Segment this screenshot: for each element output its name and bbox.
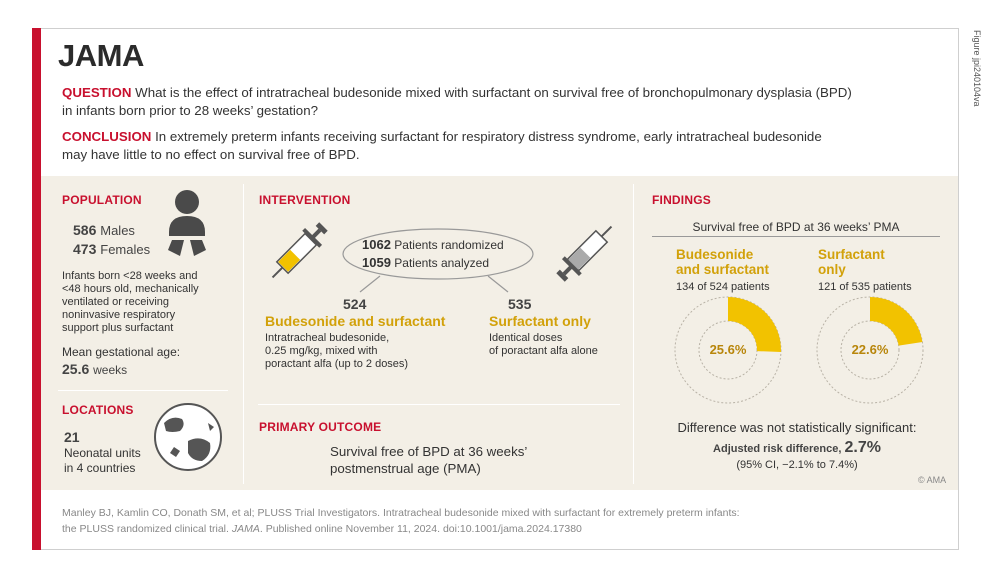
figure-id: Figure jpi240104va (972, 30, 982, 107)
citation-journal: JAMA (231, 523, 260, 535)
population-desc: Infants born <28 weeks and <48 hours old… (62, 270, 199, 335)
accent-bar (32, 28, 41, 550)
jama-logo: JAMA (58, 38, 144, 73)
copyright: © AMA (918, 475, 947, 485)
divider (258, 404, 620, 405)
finding-arm1-label-line: Budesonide (676, 247, 754, 262)
citation-post: . Published online November 11, 2024. do… (259, 523, 582, 535)
finding-arm1-label: Budesonide and surfactant (676, 247, 769, 277)
ard-value: 2.7% (844, 439, 881, 456)
donut-arm1 (674, 296, 782, 404)
randomized-number: 1062 (362, 237, 391, 252)
finding-arm2-label-line: Surfactant (818, 247, 885, 262)
finding-arm2-pct: 22.6% (851, 342, 889, 357)
arm2-desc-line: of poractant alfa alone (489, 345, 598, 357)
population-desc-line: Infants born <28 weeks and (62, 270, 198, 282)
arm2-title: Surfactant only (489, 313, 591, 329)
syringe-gray-icon (556, 225, 613, 282)
arm1-title: Budesonide and surfactant (265, 313, 446, 329)
conclusion-block: CONCLUSION In extremely preterm infants … (62, 128, 932, 164)
donut-arm2 (816, 296, 924, 404)
infant-icon (168, 190, 206, 256)
locations-title: LOCATIONS (62, 403, 134, 417)
females-label: Females (100, 242, 151, 257)
mean-ga-value: 25.6 (62, 361, 90, 377)
males-number: 586 (73, 222, 97, 238)
findings-donuts (674, 296, 924, 404)
conclusion-label: CONCLUSION (62, 129, 152, 144)
population-title: POPULATION (62, 193, 142, 207)
arm1-number: 524 (343, 296, 367, 312)
syringe-yellow-icon (271, 222, 328, 279)
arm1-desc-line: poractant alfa (up to 2 doses) (265, 358, 409, 370)
randomized-ellipse (342, 228, 534, 280)
primary-outcome-title: PRIMARY OUTCOME (259, 420, 382, 434)
finding-arm2-count: 121 of 535 patients (818, 281, 912, 293)
question-block: QUESTION What is the effect of intratrac… (62, 84, 932, 120)
population-desc-line: <48 hours old, mechanically (62, 283, 199, 295)
arm1-desc-line: 0.25 mg/kg, mixed with (265, 345, 378, 357)
donut-arm1-segment (728, 297, 781, 352)
divider (243, 184, 244, 484)
arm2-desc: Identical doses of poractant alfa alone (489, 332, 598, 358)
females-number: 473 (73, 241, 97, 257)
females-count: 473 Females (73, 241, 150, 257)
mean-ga-unit: weeks (93, 363, 128, 377)
population-desc-line: noninvasive respiratory (62, 309, 176, 321)
population-desc-line: ventilated or receiving (62, 296, 170, 308)
findings-subtitle: Survival free of BPD at 36 weeks’ PMA (692, 220, 900, 234)
analyzed-line: 1059 Patients analyzed (362, 255, 489, 270)
analyzed-label: Patients analyzed (394, 256, 489, 270)
randomized-label: Patients randomized (394, 238, 504, 252)
citation-line-2: the PLUSS randomized clinical trial. JAM… (62, 521, 942, 537)
arm-split-lines (359, 275, 509, 293)
finding-ci: (95% CI, −2.1% to 7.4%) (736, 459, 858, 471)
randomized-line: 1062 Patients randomized (362, 237, 504, 252)
males-label: Males (100, 223, 135, 238)
primary-outcome-line: postmenstrual age (PMA) (330, 461, 481, 476)
arm2-number: 535 (508, 296, 532, 312)
question-text-2: in infants born prior to 28 weeks’ gesta… (62, 103, 318, 118)
intervention-title: INTERVENTION (259, 193, 351, 207)
mean-ga: 25.6 weeks (62, 361, 127, 377)
mean-ga-label: Mean gestational age: (62, 345, 181, 359)
ard-label: Adjusted risk difference, (713, 443, 842, 455)
citation-line-1: Manley BJ, Kamlin CO, Donath SM, et al; … (62, 507, 740, 519)
subtitle-rule (652, 236, 940, 237)
donut-arm2-segment (870, 297, 923, 346)
locations-count: 21 (64, 429, 80, 445)
conclusion-text: In extremely preterm infants receiving s… (155, 129, 822, 144)
citation: Manley BJ, Kamlin CO, Donath SM, et al; … (62, 505, 942, 537)
locations-line: in 4 countries (64, 461, 136, 475)
finding-arm1-count: 134 of 524 patients (676, 281, 770, 293)
arm2-desc-line: Identical doses (489, 332, 563, 344)
question-text: What is the effect of intratracheal bude… (135, 85, 852, 100)
arm1-desc-line: Intratracheal budesonide, (265, 332, 390, 344)
divider (633, 184, 634, 484)
primary-outcome-line: Survival free of BPD at 36 weeks’ (330, 444, 528, 459)
finding-arm1-pct: 25.6% (709, 342, 747, 357)
findings-title: FINDINGS (652, 193, 711, 207)
divider (58, 390, 228, 391)
finding-ard: Adjusted risk difference, 2.7% (652, 439, 942, 457)
globe-icon (154, 403, 222, 471)
finding-arm2-label-line: only (818, 262, 846, 277)
primary-outcome-text: Survival free of BPD at 36 weeks’ postme… (330, 443, 527, 477)
finding-arm2-label: Surfactant only (818, 247, 885, 277)
finding-result: Difference was not statistically signifi… (677, 420, 917, 435)
population-desc-line: support plus surfactant (62, 322, 174, 334)
locations-desc: Neonatal units in 4 countries (64, 446, 141, 476)
finding-arm1-label-line: and surfactant (676, 262, 770, 277)
males-count: 586 Males (73, 222, 135, 238)
analyzed-number: 1059 (362, 255, 391, 270)
locations-line: Neonatal units (64, 446, 141, 460)
arm1-desc: Intratracheal budesonide, 0.25 mg/kg, mi… (265, 332, 408, 371)
citation-pre: the PLUSS randomized clinical trial. (62, 523, 229, 535)
conclusion-text-2: may have little to no effect on survival… (62, 147, 360, 162)
question-label: QUESTION (62, 85, 132, 100)
